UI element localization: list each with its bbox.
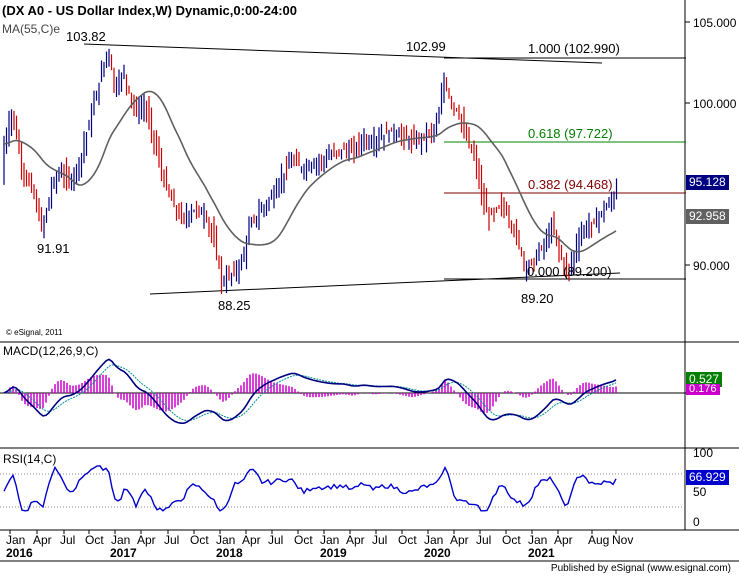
time-axis-month-label: Jan [320,533,340,547]
ma-indicator-label: MA(55,C)e [2,22,61,36]
moving-average-line [3,90,617,253]
time-axis-year-label: 2021 [528,546,555,560]
time-axis-month-label: Jul [372,533,388,547]
time-axis-year-label: 2018 [216,546,243,560]
macd-signal-value-tag: 0.176 [686,384,720,395]
time-axis-month-label: Oct [190,533,209,547]
time-axis-year-label: 2019 [320,546,347,560]
annotation-high-2020: 102.99 [406,39,446,54]
fib-level-000-label: 0.000 (89.200) [527,264,612,279]
trendline-bottom [149,272,621,295]
time-axis-month-label: Jan [216,533,236,547]
time-axis-month-label: Aug [588,533,610,547]
time-axis-month-label: Jul [164,533,180,547]
rsi-tick-0: 0 [693,515,700,529]
rsi-value-tag: 66.929 [686,470,729,485]
price-tick-105: 105.000 [693,16,737,30]
time-axis-year-label: 2017 [110,546,137,560]
time-axis-month-label: Jul [60,533,76,547]
published-by-footer: Published by eSignal (www.esignal.com) [550,563,731,574]
current-price-tag: 95.128 [686,175,729,190]
time-axis-year-label: 2016 [6,546,33,560]
trendline-top [83,43,603,64]
macd-indicator-label: MACD(12,26,9,C) [3,344,99,358]
annotation-low-2018: 88.25 [218,298,251,313]
fib-level-618-label: 0.618 (97.722) [528,126,613,141]
time-axis-month-label: Jan [528,533,548,547]
time-axis-month-label: Nov [612,533,634,547]
copyright-credit: © eSignal, 2011 [6,328,63,337]
chart-title: (DX A0 - US Dollar Index,W) Dynamic,0:00… [2,3,297,18]
rsi-indicator-label: RSI(14,C) [3,452,57,466]
time-axis-month-label: Jan [6,533,26,547]
time-axis-month-label: Jul [268,533,284,547]
time-axis-month-label: Jan [424,533,444,547]
time-axis-month-label: Apr [450,533,469,547]
annotation-high-2016: 103.82 [66,29,106,44]
time-axis-month-label: Apr [242,533,261,547]
time-axis-month-label: Oct [398,533,417,547]
annotation-low-2016: 91.91 [37,241,70,256]
time-axis-month-label: Apr [554,533,573,547]
macd-value-tag: 0.527 [686,372,723,387]
time-axis-month-label: Apr [33,533,52,547]
time-axis-month-label: Jul [476,533,492,547]
time-axis-month-label: Jan [111,533,131,547]
rsi-tick-50: 50 [693,485,707,499]
annotation-low-2021: 89.20 [521,291,554,306]
price-tick-90: 90.000 [693,259,730,273]
time-axis-month-label: Apr [346,533,365,547]
fib-level-100-label: 1.000 (102.990) [528,41,620,56]
time-axis-year-label: 2020 [424,546,451,560]
ma-value-tag: 92.958 [686,209,729,224]
time-axis-month-label: Oct [294,533,313,547]
rsi-line [3,465,617,512]
rsi-tick-100: 100 [693,446,714,460]
price-tick-100: 100.000 [693,97,737,111]
time-axis-month-label: Oct [502,533,521,547]
time-axis-month-label: Oct [85,533,104,547]
fib-level-382-label: 0.382 (94.468) [528,177,613,192]
time-axis-month-label: Apr [137,533,156,547]
macd-line [3,358,617,425]
